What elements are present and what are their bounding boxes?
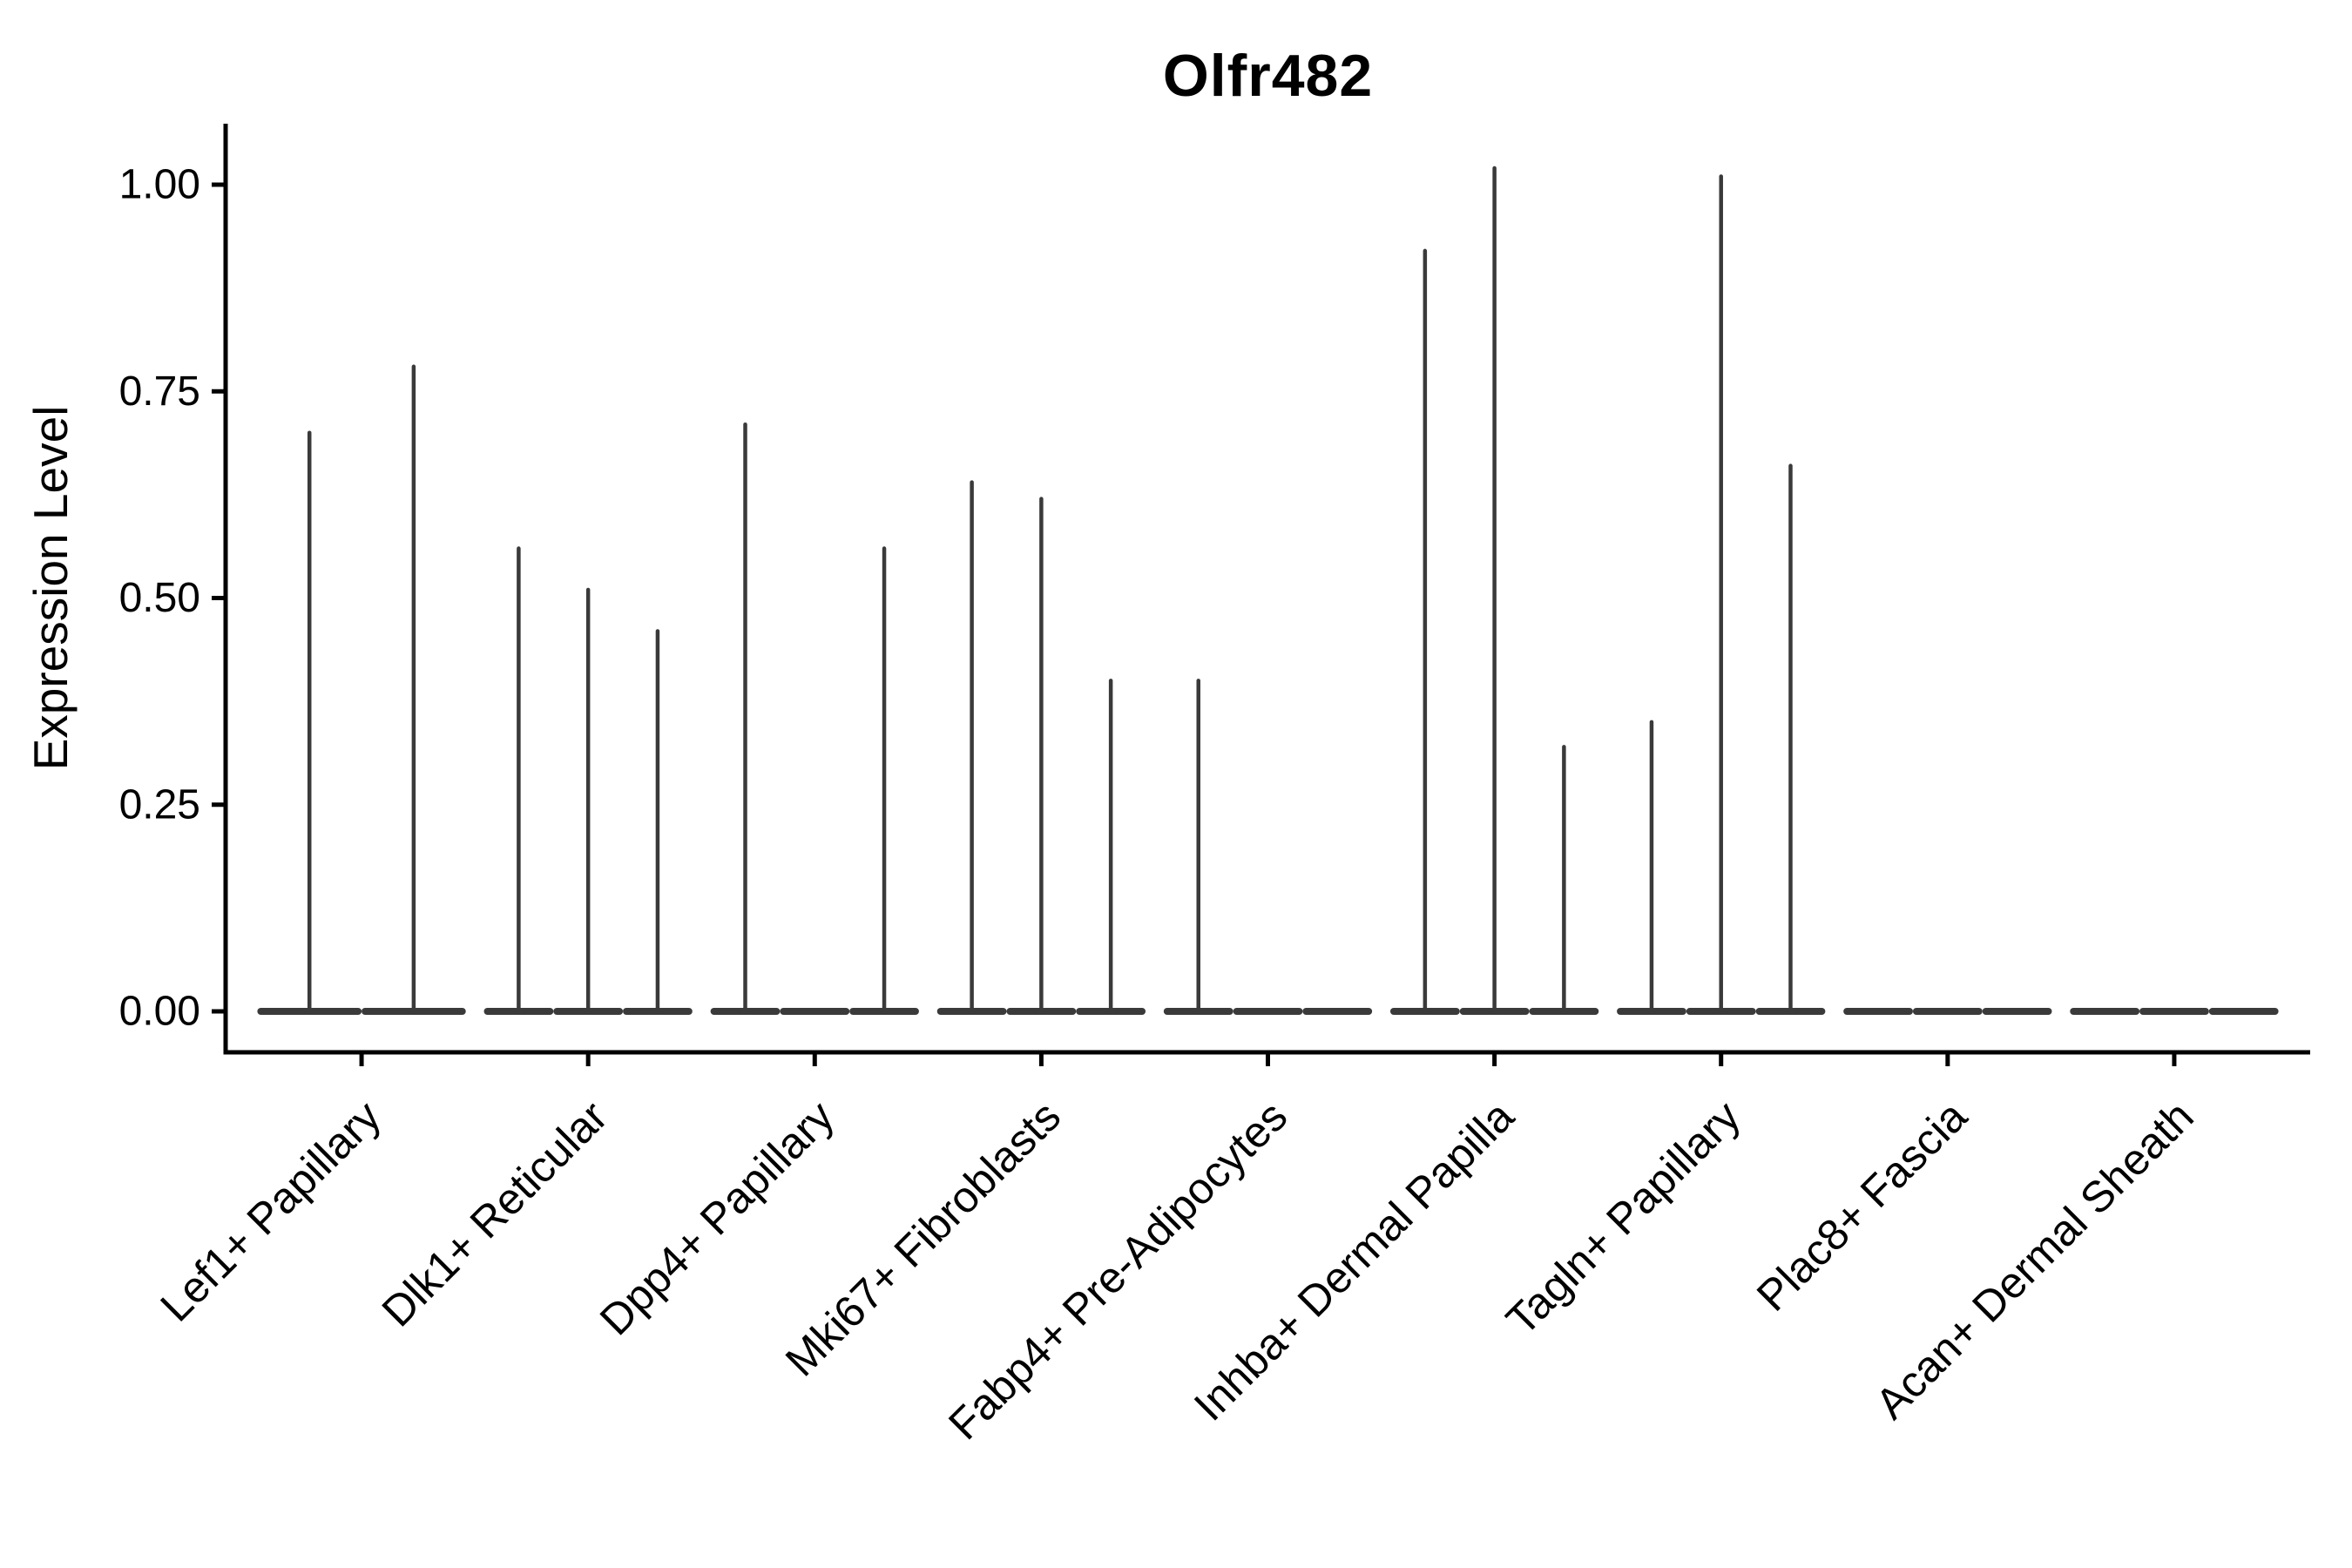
y-tick-label: 0.50 (119, 575, 200, 621)
y-tick-label: 0.00 (119, 989, 200, 1035)
chart-title: Olfr482 (1162, 43, 1374, 109)
x-category-label: Dlk1+ Reticular (373, 1092, 617, 1335)
x-category-label: Tagln+ Papillary (1497, 1092, 1749, 1344)
x-category-label: Dpp4+ Papillary (591, 1092, 843, 1344)
x-category-label: Plac8+ Fascia (1747, 1092, 1977, 1321)
y-tick-label: 0.25 (119, 781, 200, 828)
x-category-label: Lef1+ Papillary (151, 1092, 389, 1330)
y-axis-title: Expression Level (24, 405, 78, 771)
y-tick-label: 0.75 (119, 368, 200, 415)
y-tick-label: 1.00 (119, 162, 200, 208)
